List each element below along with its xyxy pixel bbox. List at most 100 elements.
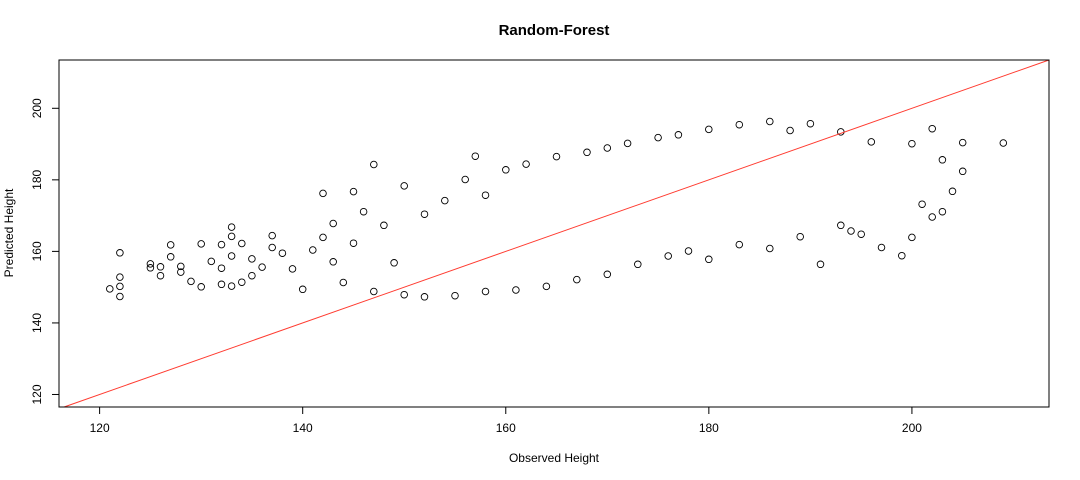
data-point: [258, 263, 266, 271]
x-tick-label: 180: [699, 421, 719, 435]
points-layer: [106, 117, 1008, 301]
data-point: [481, 191, 490, 199]
data-point: [288, 265, 297, 273]
data-point: [451, 291, 459, 300]
data-point: [380, 221, 388, 230]
data-point: [349, 239, 358, 247]
data-point: [928, 213, 936, 221]
data-point: [796, 232, 804, 241]
y-tick-label: 200: [30, 98, 44, 118]
data-point: [999, 139, 1008, 147]
data-point: [481, 287, 490, 296]
data-point: [207, 257, 216, 266]
data-point: [816, 260, 825, 269]
data-point: [116, 249, 124, 257]
data-point: [512, 286, 520, 294]
data-point: [349, 187, 358, 196]
data-point: [370, 287, 378, 296]
data-point: [522, 160, 530, 168]
data-point: [339, 278, 348, 287]
data-point: [766, 117, 774, 126]
data-point: [898, 251, 906, 260]
y-axis: 120 140 160 180 200: [30, 98, 59, 404]
data-point: [837, 221, 845, 230]
data-point: [116, 282, 124, 291]
data-point: [238, 278, 246, 286]
data-point: [705, 125, 713, 134]
data-point: [441, 196, 449, 205]
data-point: [573, 275, 581, 284]
data-point: [938, 156, 947, 164]
data-point: [166, 241, 175, 249]
data-point: [664, 252, 672, 260]
data-point: [918, 200, 926, 208]
data-point: [227, 282, 236, 290]
data-point: [654, 133, 662, 142]
chart-title: Random-Forest: [499, 22, 610, 39]
x-axis-label: Observed Height: [509, 451, 600, 465]
data-point: [268, 231, 276, 240]
data-point: [958, 167, 967, 176]
data-point: [116, 273, 124, 281]
data-point: [217, 240, 226, 249]
y-tick-label: 140: [30, 313, 44, 333]
data-point: [359, 207, 368, 216]
data-point: [552, 152, 561, 161]
data-point: [502, 166, 510, 174]
x-axis: 120 140 160 180 200: [90, 407, 922, 435]
data-point: [106, 285, 114, 293]
data-point: [156, 263, 165, 271]
data-point: [197, 240, 205, 248]
data-point: [329, 258, 337, 266]
data-point: [684, 247, 693, 255]
data-point: [928, 124, 936, 133]
y-tick-label: 160: [30, 241, 44, 261]
data-point: [217, 264, 226, 272]
data-point: [319, 233, 327, 242]
data-point: [735, 120, 744, 129]
data-point: [187, 277, 195, 286]
data-point: [227, 232, 236, 241]
x-tick-label: 140: [293, 421, 313, 435]
data-point: [177, 262, 185, 271]
data-point: [227, 223, 236, 231]
data-point: [400, 290, 408, 299]
data-point: [705, 255, 713, 264]
x-tick-label: 120: [90, 421, 110, 435]
data-point: [908, 139, 916, 148]
data-point: [634, 260, 642, 269]
data-point: [908, 233, 916, 242]
data-point: [248, 255, 256, 263]
data-point: [948, 187, 957, 196]
data-point: [766, 244, 774, 253]
data-point: [420, 293, 429, 301]
data-point: [116, 292, 124, 301]
data-point: [674, 131, 683, 139]
data-point: [735, 240, 744, 249]
data-point: [867, 138, 876, 146]
data-point: [938, 207, 947, 216]
data-point: [958, 138, 967, 147]
data-point: [146, 260, 155, 268]
data-point: [471, 152, 480, 160]
data-point: [390, 259, 398, 267]
data-point: [583, 148, 591, 157]
data-point: [177, 268, 185, 276]
data-point: [227, 252, 236, 260]
data-point: [370, 160, 378, 169]
reference-line: [63, 59, 1050, 408]
data-point: [603, 270, 612, 279]
plot-frame: [58, 59, 1050, 408]
data-point: [603, 144, 612, 152]
data-point: [329, 219, 337, 228]
data-point: [298, 285, 307, 294]
data-point: [623, 139, 632, 148]
data-point: [197, 283, 205, 291]
data-point: [461, 175, 469, 184]
data-point: [156, 271, 165, 280]
x-tick-label: 160: [496, 421, 516, 435]
data-point: [542, 282, 551, 291]
y-tick-label: 120: [30, 384, 44, 404]
x-tick-label: 200: [902, 421, 922, 435]
